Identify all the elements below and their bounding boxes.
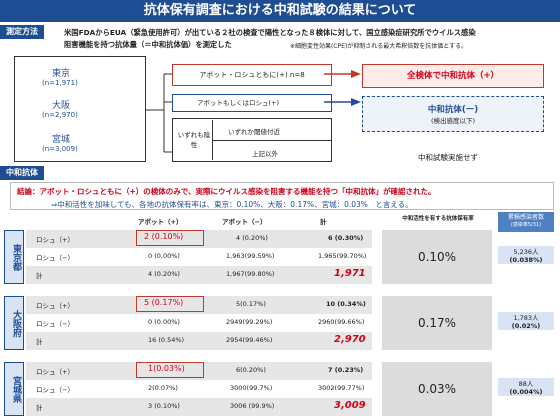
cell: 1,965(99.70%) xyxy=(318,252,367,260)
col-total: 計 xyxy=(320,218,327,226)
city-osaka: 大阪 xyxy=(52,101,71,111)
flow-either-label: アボットもしくはロシュ(+) xyxy=(197,99,280,107)
col-count-head: 累積感染者数 (感染率5/31) xyxy=(498,212,554,232)
flow-line xyxy=(212,140,332,141)
cell: 3000(99.7%) xyxy=(230,384,273,392)
cell: 1(0.03%) xyxy=(148,364,185,373)
cell: 4 (0.20%) xyxy=(236,234,268,242)
cell: 6 (0.30%) xyxy=(328,234,364,242)
row-label-neg: ロシュ（−） xyxy=(36,386,74,394)
highlight-box xyxy=(136,362,204,378)
col-count-sub: (感染率5/31) xyxy=(510,222,542,228)
method-note: ※細胞変性効果(CPE)が抑制される最大希釈倍数を抗体価とする。 xyxy=(290,43,468,50)
cell: 4 (0.20%) xyxy=(148,270,180,278)
cell: 7 (0.23%) xyxy=(328,366,364,374)
section-neut-label: 中和抗体 xyxy=(0,166,44,180)
flow-other-label: 上記以外 xyxy=(252,150,278,158)
col-abbott-pos: アボット（+） xyxy=(138,218,183,226)
cell: 2954(99.46%) xyxy=(226,336,273,344)
result-neut: 中和抗体(ー) (検出感度以下) xyxy=(362,96,544,132)
count-rate: (0.004%) xyxy=(509,388,543,396)
col-rate: 中和活性を有する抗体保有率 xyxy=(402,216,474,222)
city-tokyo: 東京 xyxy=(52,69,71,79)
section-method-label: 測定方法 xyxy=(0,25,44,39)
cell: 2,970 xyxy=(334,334,366,345)
result-neut-label: 中和抗体(ー) xyxy=(427,105,479,115)
cell: 5 (0.17%) xyxy=(144,298,184,307)
result-not-done: 中和試験実施せず xyxy=(418,153,478,162)
method-line2: 阻害機能を持つ抗体量（＝中和抗体価）を測定した xyxy=(64,40,232,49)
city-miyagi-n: (n=3,009) xyxy=(42,145,78,153)
highlight-box xyxy=(136,296,204,312)
row-label-total: 計 xyxy=(36,272,43,280)
row-label-pos: ロシュ（+） xyxy=(36,236,74,244)
cell: 2960(99.66%) xyxy=(318,318,365,326)
count-rate: (0.02%) xyxy=(511,322,541,330)
row-label-pos: ロシュ（+） xyxy=(36,368,74,376)
cell: 3006 (99.9%) xyxy=(230,402,275,410)
table-row xyxy=(26,398,372,416)
table-row xyxy=(26,296,372,314)
cell: 2 (0.10%) xyxy=(144,232,184,241)
flow-both-label: アボット・ロシュともに(+) n=8 xyxy=(199,71,305,79)
city-tokyo-n: (n=1,971) xyxy=(42,79,78,87)
cell: 3002(99.77%) xyxy=(318,384,365,392)
highlight-box xyxy=(136,230,204,246)
conclusion-line1: 結論：アボット・ロシュともに（+）の検体のみで、実際にウイルス感染を阻害する機能… xyxy=(17,187,436,196)
flow-both-pos: アボット・ロシュともに(+) n=8 xyxy=(172,64,332,86)
rate-osaka: 0.17% xyxy=(382,296,492,350)
table-row xyxy=(26,266,372,284)
flow-below-label: いずれか閾値付近 xyxy=(228,128,280,136)
row-label-total: 計 xyxy=(36,338,43,346)
rate-tokyo: 0.10% xyxy=(382,230,492,284)
cell: 3 (0.10%) xyxy=(148,402,180,410)
flow-neither-label: いずれも陰性 xyxy=(177,131,211,149)
count-miyagi: 88人 (0.004%) xyxy=(498,378,554,396)
count-tokyo: 5,236人 (0.038%) xyxy=(498,246,554,264)
table-row xyxy=(26,230,372,248)
table-row xyxy=(26,332,372,350)
cell: 1,967(99.80%) xyxy=(226,270,275,278)
cell: 3,009 xyxy=(334,400,366,411)
count-value: 5,236人 xyxy=(513,248,539,256)
col-abbott-neg: アボット（−） xyxy=(222,218,267,226)
cell: 6(0.20%) xyxy=(236,366,266,374)
result-neut-sub: (検出感度以下) xyxy=(430,117,476,125)
count-value: 88人 xyxy=(518,380,534,388)
result-all-pos: 全検体で中和抗体（+） xyxy=(362,64,544,88)
conclusion-box: 結論：アボット・ロシュともに（+）の検体のみで、実際にウイルス感染を阻害する機能… xyxy=(10,182,554,210)
cell: 2(0.07%) xyxy=(148,384,178,392)
col-count: 累積感染者数 xyxy=(507,214,544,221)
rate-miyagi: 0.03% xyxy=(382,362,492,416)
cell: 2949(99.29%) xyxy=(226,318,273,326)
count-rate: (0.038%) xyxy=(509,256,543,264)
cell: 1,971 xyxy=(334,268,366,279)
cell: 0 (0.00%) xyxy=(148,318,180,326)
method-line1: 米国FDAからEUA（緊急使用許可）が出ている２社の検査で陽性となった８検体に対… xyxy=(64,28,476,37)
city-label-tokyo: 東京都 xyxy=(4,230,24,284)
city-osaka-n: (n=2,970) xyxy=(42,111,78,119)
cell: 0 (0.00%) xyxy=(148,252,180,260)
count-osaka: 1,783人 (0.02%) xyxy=(498,312,554,330)
row-label-neg: ロシュ（−） xyxy=(36,254,74,262)
result-all-pos-label: 全検体で中和抗体（+） xyxy=(406,71,500,81)
cell: 5(0.17%) xyxy=(236,300,266,308)
cities-box xyxy=(14,56,146,162)
page-title: 抗体保有調査における中和試験の結果について xyxy=(0,0,560,22)
cell: 16 (0.54%) xyxy=(148,336,185,344)
count-value: 1,783人 xyxy=(513,314,539,322)
city-label-osaka: 大阪府 xyxy=(4,296,24,350)
flow-either-pos: アボットもしくはロシュ(+) xyxy=(172,94,332,112)
row-label-total: 計 xyxy=(36,404,43,412)
conclusion-line2: ⇒中和活性を加味しても、各地の抗体保有率は、東京：0.10%、大阪：0.17%、… xyxy=(51,200,413,209)
cell: 1,963(99.59%) xyxy=(226,252,275,260)
city-label-miyagi: 宮城県 xyxy=(4,362,24,416)
table-row xyxy=(26,362,372,380)
city-miyagi: 宮城 xyxy=(52,135,71,145)
row-label-neg: ロシュ（−） xyxy=(36,320,74,328)
row-label-pos: ロシュ（+） xyxy=(36,302,74,310)
flow-connectors xyxy=(146,70,361,153)
cell: 10 (0.34%) xyxy=(326,300,366,308)
